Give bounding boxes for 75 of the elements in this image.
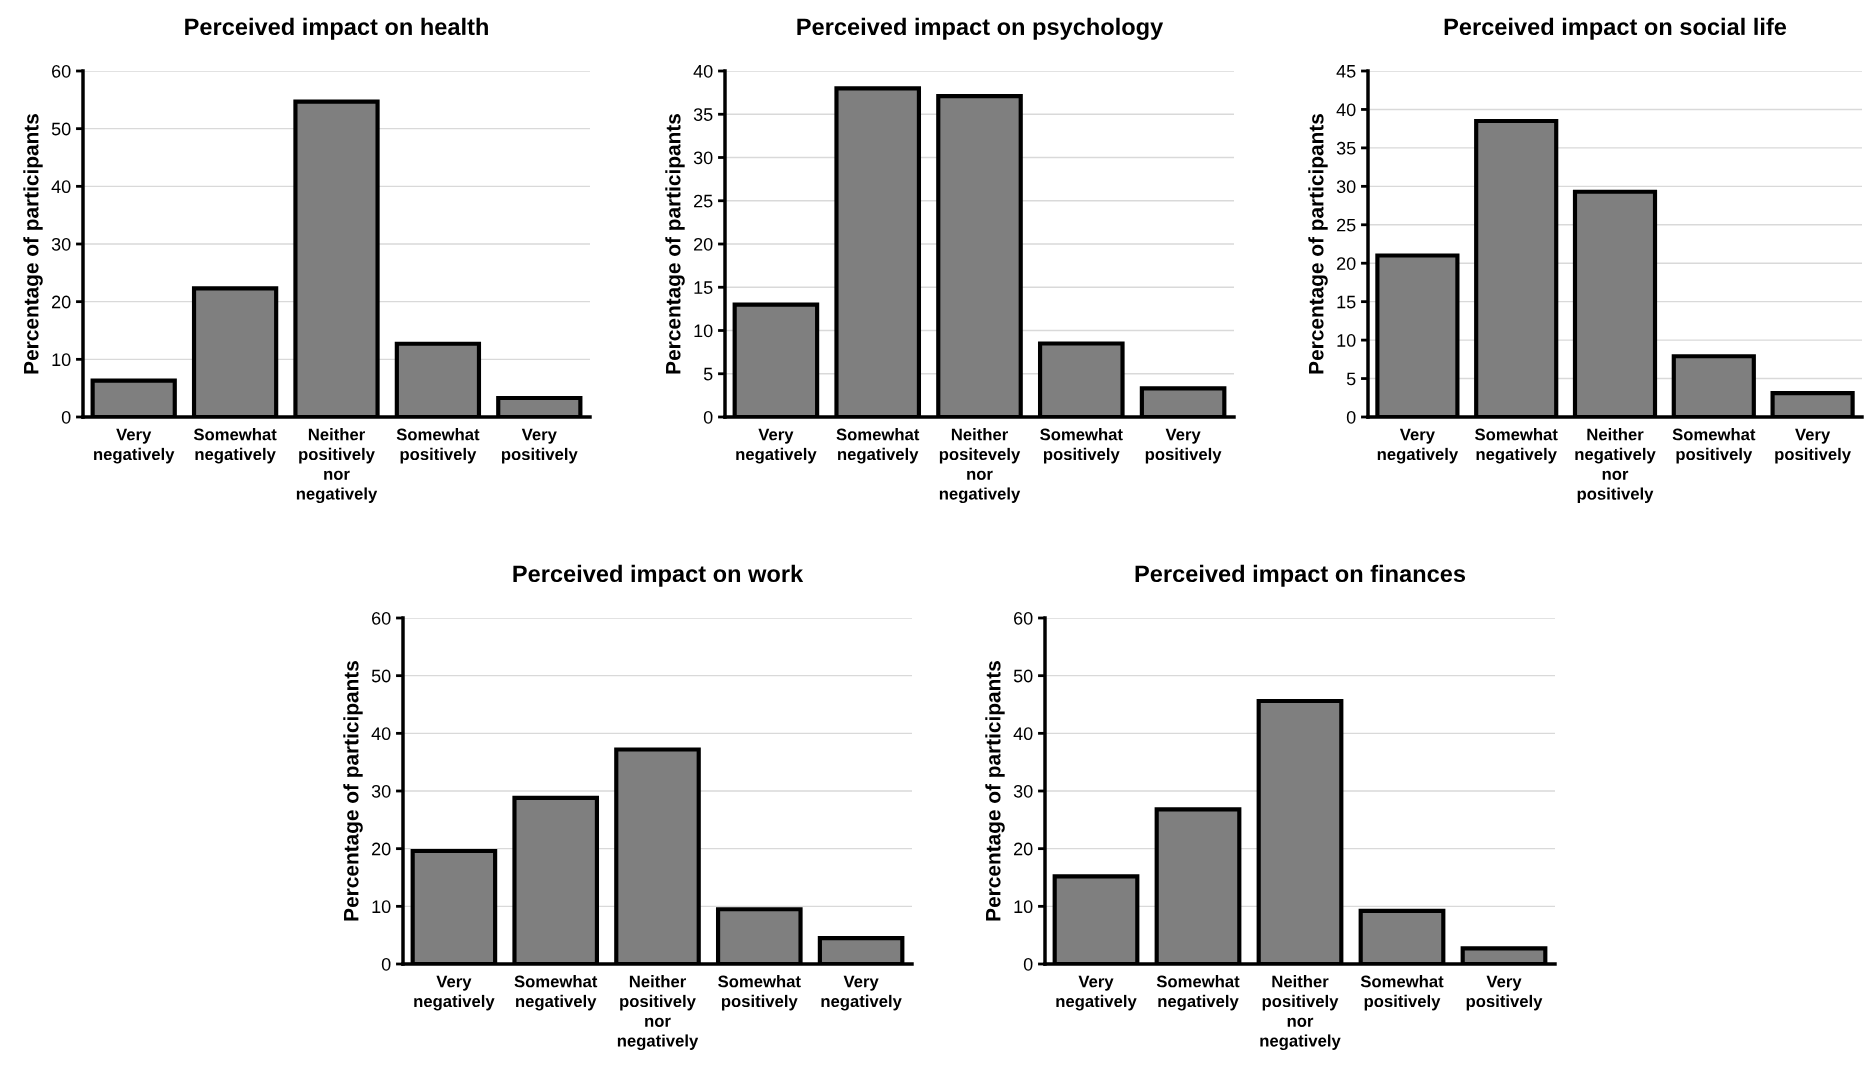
- y-tick-label: 30: [693, 151, 713, 165]
- y-tick-label: 10: [1014, 900, 1033, 914]
- y-tick-label: 50: [371, 669, 391, 683]
- chart-title: Perceived impact on work: [513, 564, 804, 587]
- y-tick-label: 15: [1337, 295, 1356, 309]
- x-tick-label: Somewhat negatively: [1156, 975, 1240, 1011]
- y-tick-label: 35: [693, 108, 713, 121]
- y-tick-label: 0: [381, 957, 391, 971]
- x-tick-label: Somewhat negatively: [836, 428, 920, 464]
- y-tick-label: 20: [694, 237, 713, 251]
- x-tick-label: Very negatively: [1377, 428, 1459, 464]
- x-tick-label: Somewhat positively: [1360, 975, 1444, 1011]
- y-tick-label: 5: [703, 367, 713, 381]
- chart-title: Perceived impact on health: [185, 17, 488, 40]
- x-tick-label: Very negatively: [414, 975, 495, 1011]
- y-tick-label: 0: [1023, 957, 1033, 971]
- x-tick-label: Very positively: [1466, 975, 1543, 1011]
- y-tick-label: 25: [694, 194, 713, 208]
- x-tick-label: Somewhat positively: [1672, 428, 1756, 464]
- y-axis-title: Percentage of participants: [343, 661, 363, 921]
- chart-title: Perceived impact on social life: [1444, 17, 1787, 40]
- y-tick-label: 35: [1336, 141, 1356, 155]
- y-tick-label: 20: [1014, 842, 1033, 856]
- y-tick-label: 40: [371, 727, 391, 741]
- x-tick-label: Very positively: [1775, 428, 1851, 464]
- y-tick-label: 5: [1346, 372, 1356, 386]
- y-tick-label: 40: [693, 64, 713, 78]
- y-tick-label: 40: [1336, 103, 1356, 117]
- x-tick-label: Somewhat positively: [718, 975, 801, 1011]
- y-tick-label: 50: [1013, 669, 1033, 683]
- x-tick-label: Somewhat positively: [396, 428, 480, 464]
- y-tick-label: 45: [1336, 65, 1356, 78]
- y-tick-label: 0: [61, 410, 71, 424]
- chart-title: Perceived impact on psychology: [797, 17, 1164, 40]
- x-tick-label: Very negatively: [1056, 975, 1137, 1011]
- x-tick-label: Very negatively: [736, 428, 817, 464]
- x-tick-label: Somewhat negatively: [514, 975, 598, 1011]
- y-tick-label: 50: [51, 122, 71, 136]
- y-tick-label: 40: [51, 180, 71, 194]
- y-tick-label: 25: [1337, 218, 1356, 232]
- y-tick-label: 10: [694, 324, 713, 338]
- y-tick-label: 60: [52, 64, 71, 78]
- x-tick-label: Somewhat negatively: [193, 428, 277, 464]
- y-tick-label: 60: [372, 611, 391, 625]
- y-tick-label: 0: [1346, 410, 1356, 424]
- y-tick-label: 30: [1013, 784, 1033, 798]
- x-tick-label: Very positively: [1145, 428, 1222, 464]
- y-tick-label: 10: [52, 353, 71, 367]
- chart-title: Perceived impact on finances: [1135, 564, 1466, 587]
- x-tick-label: Very negatively: [94, 428, 175, 464]
- y-tick-label: 30: [51, 237, 71, 251]
- x-tick-label: Neither positively nor negatively: [617, 975, 699, 1051]
- x-tick-label: Neither negatively nor positively: [1575, 428, 1656, 504]
- y-tick-label: 10: [372, 900, 391, 914]
- y-tick-label: 15: [694, 281, 713, 294]
- y-axis-title: Percentage of participants: [23, 114, 43, 374]
- y-axis-title: Percentage of participants: [665, 114, 685, 374]
- y-tick-label: 10: [1337, 334, 1356, 347]
- y-axis-title: Percentage of participants: [985, 661, 1005, 921]
- y-tick-label: 30: [1336, 180, 1356, 194]
- y-tick-label: 20: [1337, 257, 1356, 270]
- y-tick-label: 20: [372, 842, 391, 856]
- x-tick-label: Neither positevely nor negatively: [939, 428, 1021, 504]
- y-tick-label: 60: [1014, 611, 1033, 625]
- y-tick-label: 20: [52, 295, 71, 309]
- x-tick-label: Somewhat negatively: [1475, 428, 1558, 464]
- y-tick-label: 0: [703, 410, 713, 424]
- x-tick-label: Very negatively: [821, 975, 902, 1011]
- x-tick-label: Somewhat positively: [1040, 428, 1123, 464]
- y-tick-label: 30: [371, 784, 391, 798]
- x-tick-label: Neither positively nor negatively: [296, 428, 378, 504]
- y-axis-title: Percentage of participants: [1308, 114, 1328, 374]
- x-tick-label: Neither positively nor negatively: [1260, 975, 1341, 1051]
- x-tick-label: Very positively: [501, 428, 578, 464]
- y-tick-label: 40: [1013, 727, 1033, 741]
